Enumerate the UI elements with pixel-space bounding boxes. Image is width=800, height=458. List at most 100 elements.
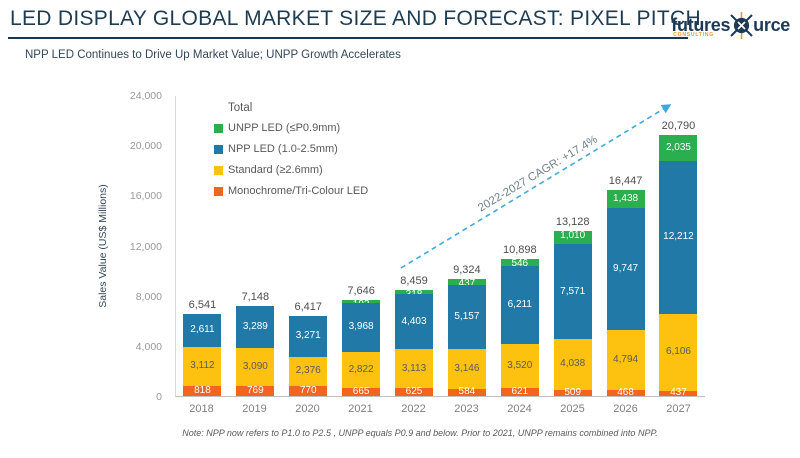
- bar-segment-monochrome: 770: [289, 385, 328, 397]
- legend-swatch-icon: [214, 144, 223, 154]
- bar-segment-value: 3,289: [242, 321, 268, 333]
- x-axis-labels: 2018 2019 2020 2021 2022 2023 2024 2025 2026 2027: [175, 403, 705, 415]
- logo-consulting-label: CONSULTING: [673, 32, 714, 38]
- legend-label: NPP LED (1.0-2.5mm): [228, 143, 338, 155]
- bar-total-label: 20,790: [661, 120, 696, 133]
- legend-title: Total: [228, 102, 253, 114]
- x-tick-label-2020: 2020: [295, 403, 320, 415]
- bar-segment-value: 770: [299, 385, 317, 397]
- bar-segment-value: 546: [511, 258, 529, 270]
- bar-segment-value: 1,438: [613, 192, 639, 204]
- legend-swatch-icon: [214, 123, 223, 133]
- bar-segment-value: 6,211: [507, 299, 532, 311]
- bar-segment-value: 9,747: [613, 262, 639, 274]
- plot-area: 2022-2027 CAGR: +17.4% Total UNPP LED (≤…: [175, 96, 705, 399]
- logo-text-post: urce: [753, 14, 790, 35]
- bar-group-2020: 6,417 3,271 2,376 770: [289, 301, 328, 397]
- bar-segment-standard: 3,112: [183, 346, 222, 386]
- bar-segment-value: 3,271: [295, 330, 321, 342]
- bar-segment-value: 625: [405, 386, 423, 398]
- bar-segment-npp: 3,968: [342, 302, 381, 353]
- bar-total-label: 16,447: [608, 174, 643, 187]
- bar-segment-monochrome: 621: [500, 386, 539, 398]
- legend-swatch-icon: [214, 165, 223, 175]
- bar-segment-value: 7,571: [560, 285, 586, 297]
- bar-segment-npp: 4,403: [395, 294, 433, 350]
- legend-swatch-icon: [214, 186, 223, 196]
- bar-segment-value: 437: [670, 387, 687, 399]
- bar-segment-value: 4,794: [613, 354, 639, 366]
- bar-segment-npp: 7,571: [553, 244, 592, 340]
- bar-group-2025: 13,128 1,010 7,571 4,038 509: [553, 216, 592, 398]
- bar-total-label: 7,646: [347, 285, 375, 298]
- bar-total-label: 8,459: [400, 275, 428, 288]
- bar-segment-value: 3,146: [454, 362, 480, 374]
- chart-legend-items: UNPP LED (≤P0.9mm) NPP LED (1.0-2.5mm) Sta…: [214, 122, 368, 197]
- bar-segment-monochrome: 509: [553, 386, 592, 398]
- bar-segment-unpp: 1,438: [606, 189, 645, 208]
- bar-segment-standard: 3,146: [447, 349, 486, 389]
- bar-segment-monochrome: 625: [395, 386, 433, 398]
- bar-group-2027: 20,790 2,035 12,212 6,106 437: [659, 120, 698, 399]
- x-tick-label-2023: 2023: [454, 403, 479, 415]
- title-underline: [8, 37, 688, 39]
- bar-segment-npp: 5,157: [447, 284, 486, 350]
- footnote: Note: NPP now refers to P1.0 to P2.5 , U…: [182, 428, 658, 438]
- bar-segment-standard: 3,520: [500, 344, 539, 389]
- bar-segment-value: 509: [564, 386, 582, 398]
- x-tick-label-2019: 2019: [242, 403, 267, 415]
- bar-segment-value: 5,157: [454, 310, 480, 322]
- bar-segment-value: 12,212: [663, 231, 694, 243]
- x-tick-label-2024: 2024: [507, 403, 532, 415]
- bar-total-label: 7,148: [241, 291, 270, 304]
- bar-segment-npp: 2,611: [183, 314, 222, 347]
- bar-segment-value: 3,520: [507, 360, 533, 372]
- bar-segment-standard: 6,106: [659, 313, 698, 391]
- bar-segment-unpp: 1,010: [553, 230, 592, 245]
- bar-segment-value: 4,403: [401, 315, 427, 327]
- bar-segment-value: 4,038: [560, 358, 586, 370]
- y-tick-label: 20,000: [129, 140, 162, 153]
- bar-segment-value: 3,090: [242, 361, 268, 372]
- bars: 6,541 2,611 3,112 818 7,148 3,289 3,090 769 6,41…: [176, 96, 705, 399]
- bar-group-2018: 6,541 2,611 3,112 818: [183, 299, 222, 396]
- bar-segment-value: 1,010: [560, 230, 586, 242]
- x-tick-label-2018: 2018: [189, 403, 214, 415]
- legend-item-unpp: UNPP LED (≤P0.9mm): [214, 122, 368, 134]
- futuresource-star-icon: [730, 11, 753, 39]
- bar-segment-monochrome: 769: [236, 385, 275, 397]
- legend-label: Standard (≥2.6mm): [228, 164, 323, 176]
- x-tick-label-2027: 2027: [666, 403, 691, 415]
- bar-segment-monochrome: 818: [183, 384, 222, 396]
- bar-segment-unpp: 2,035: [659, 135, 698, 161]
- bar-segment-npp: 12,212: [659, 160, 698, 314]
- chart-subtitle: NPP LED Continues to Drive Up Market Val…: [25, 49, 401, 61]
- bar-segment-value: 2,035: [665, 141, 691, 153]
- bar-segment-value: 2,376: [295, 365, 321, 377]
- y-tick-label: 24,000: [129, 90, 162, 102]
- bar-segment-value: 584: [458, 386, 476, 398]
- bar-total-label: 13,128: [555, 216, 590, 229]
- bar-segment-value: 769: [246, 385, 264, 397]
- legend-item-monochrome: Monochrome/Tri-Colour LED: [214, 185, 368, 197]
- bar-group-2024: 10,898 546 6,211 3,520 621: [500, 244, 539, 398]
- bar-segment-value: 2,822: [348, 364, 374, 375]
- bar-segment-value: 621: [511, 386, 529, 398]
- y-axis-ticks: 0 4,000 8,000 12,000 16,000 20,000 24,000: [110, 90, 168, 403]
- bar-segment-value: 818: [194, 384, 211, 396]
- bar-total-label: 9,324: [453, 264, 481, 277]
- x-tick-label-2022: 2022: [401, 403, 426, 415]
- bar-segment-standard: 2,822: [342, 352, 381, 388]
- page-title: LED DISPLAY GLOBAL MARKET SIZE AND FOREC…: [10, 7, 701, 30]
- y-tick-label: 12,000: [129, 240, 162, 253]
- bar-segment-value: 468: [617, 387, 634, 399]
- bar-segment-unpp: 437: [447, 279, 486, 289]
- y-tick-label: 8,000: [135, 290, 162, 303]
- bar-segment-standard: 3,090: [236, 347, 275, 387]
- bar-segment-standard: 4,038: [553, 339, 592, 390]
- bar-segment-monochrome: 437: [659, 387, 698, 399]
- bar-segment-npp: 3,289: [236, 306, 275, 348]
